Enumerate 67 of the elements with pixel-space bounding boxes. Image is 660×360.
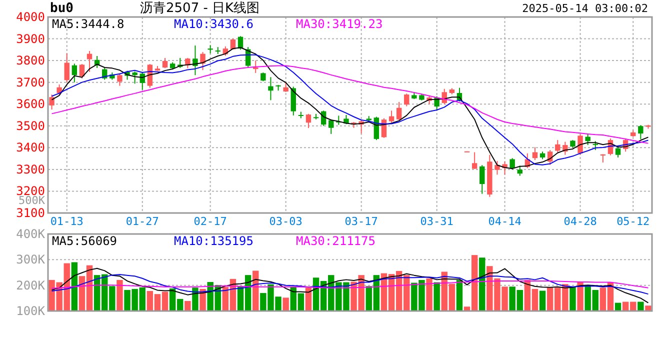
candlestick — [404, 93, 410, 107]
series-label: MA10:3430.6 — [174, 17, 254, 31]
y-tick-label: 4000 — [16, 10, 45, 24]
line-series — [51, 65, 649, 144]
candlestick — [510, 158, 515, 170]
candlestick — [396, 101, 402, 121]
candlestick — [79, 64, 85, 79]
candlestick — [328, 118, 334, 134]
line-series — [51, 274, 649, 295]
candlestick — [72, 63, 78, 83]
candlestick — [480, 164, 485, 194]
text: 500K — [18, 194, 46, 207]
candlestick — [615, 146, 621, 158]
text: MA30:211175 — [296, 234, 376, 248]
x-tick-label: 01-27 — [126, 215, 159, 228]
y-tick-label: 200K — [16, 278, 46, 292]
text: bu0 — [50, 1, 74, 16]
text: MA30:3419.23 — [296, 17, 383, 31]
x-tick-label: 03-17 — [344, 215, 378, 228]
candlestick — [268, 76, 274, 101]
y-tick-label: 300K — [16, 252, 46, 267]
candlestick — [517, 165, 522, 176]
y-tick-label: 3700 — [16, 75, 45, 90]
candlestick — [132, 70, 138, 84]
x-tick-label: 04-14 — [488, 215, 522, 228]
candlestick — [49, 94, 54, 110]
y-tick-label: 3800 — [16, 54, 45, 68]
x-tick-label: 02-17 — [194, 215, 227, 228]
candlestick — [64, 52, 70, 83]
y-tick-label: 3500 — [16, 118, 45, 133]
y-tick-label: 100K — [16, 304, 46, 318]
line-series — [51, 268, 649, 304]
candlestick — [494, 160, 500, 176]
text: 2025-05-14 03:00:02 — [522, 2, 648, 15]
candlestick — [253, 60, 258, 74]
candlestick — [585, 133, 590, 146]
text: MA10:135195 — [174, 234, 254, 248]
x-tick-label: 05-12 — [616, 215, 650, 228]
candlestick — [638, 124, 644, 140]
y-tick-label: 3600 — [16, 97, 45, 112]
candlestick — [555, 140, 560, 153]
candlestick — [200, 52, 206, 71]
y-tick-label: 3400 — [16, 140, 45, 155]
candlestick — [298, 111, 304, 119]
candlestick — [388, 110, 394, 124]
candlestick — [290, 86, 296, 116]
text: MA5:56069 — [52, 234, 118, 248]
chart-title: 沥青2507 - 日K线图 — [140, 1, 260, 16]
candlestick — [532, 146, 538, 161]
x-tick-label: 04-28 — [564, 215, 597, 228]
x-tick-label: 01-13 — [50, 215, 84, 228]
candlestick — [283, 82, 288, 92]
candlestick — [192, 45, 198, 76]
candlestick — [117, 72, 122, 86]
candlestick — [578, 134, 583, 156]
candlestick — [56, 84, 62, 96]
x-tick-label: 03-31 — [420, 215, 454, 228]
y-tick-label: 3300 — [16, 162, 45, 176]
line-series — [51, 280, 649, 289]
y-tick-label: 400K — [16, 227, 46, 241]
x-tick-label: 03-03 — [269, 215, 302, 228]
y-tick-label: 3100 — [16, 206, 45, 220]
candlestick — [162, 57, 168, 69]
candlestick — [472, 152, 478, 170]
y-tick-label: 3900 — [16, 32, 45, 46]
text: MA5:3444.8 — [52, 17, 124, 31]
candlestick — [306, 113, 312, 129]
